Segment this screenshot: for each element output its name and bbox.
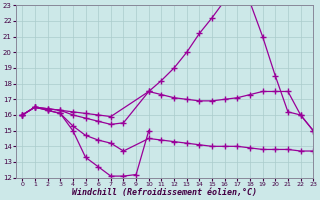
X-axis label: Windchill (Refroidissement éolien,°C): Windchill (Refroidissement éolien,°C) — [72, 188, 257, 197]
